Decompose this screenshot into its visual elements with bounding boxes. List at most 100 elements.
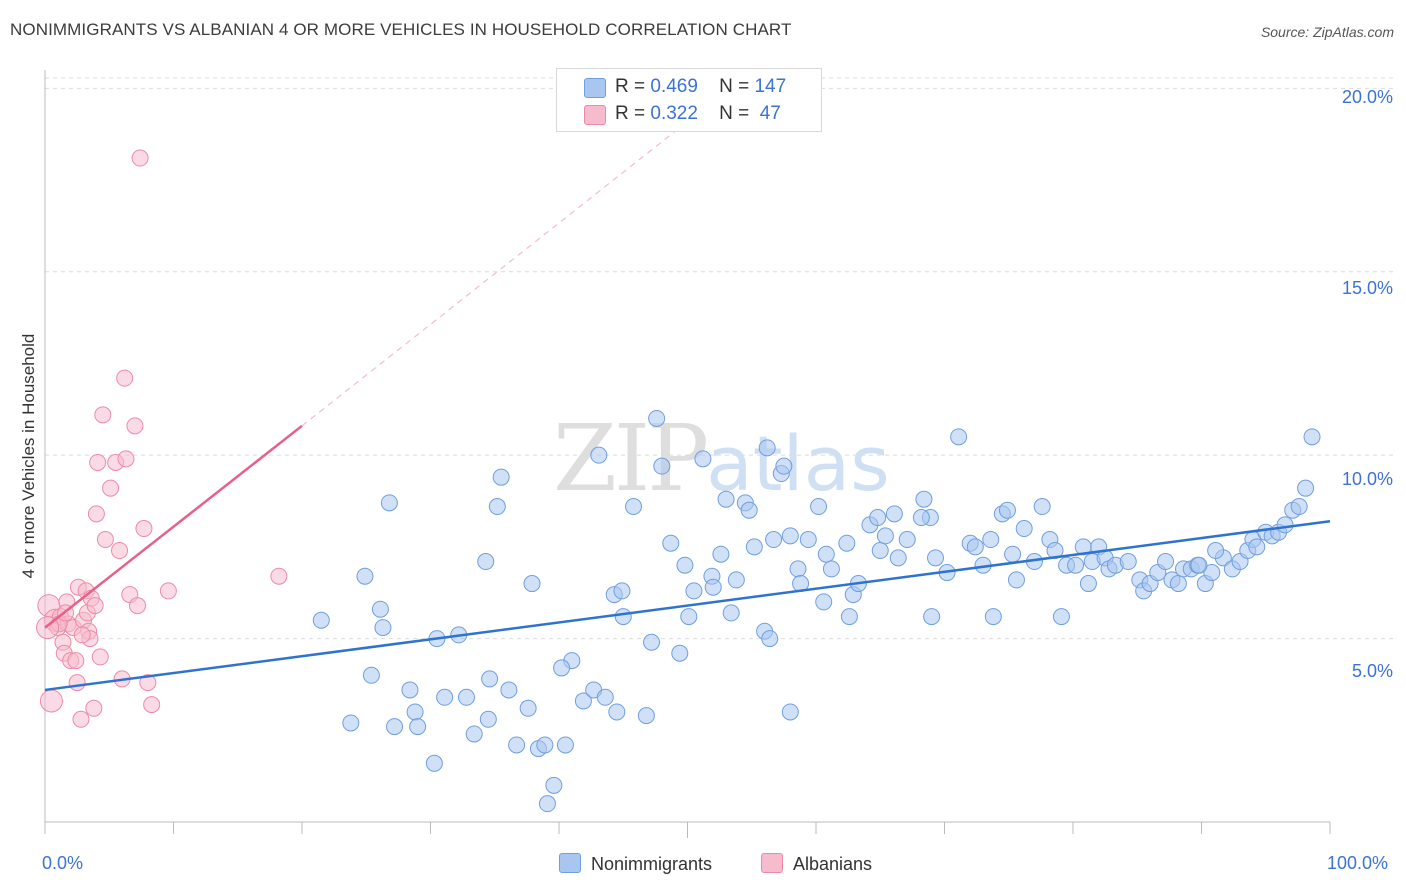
nonimmigrant-point xyxy=(822,560,840,578)
nonimmigrant-point xyxy=(523,575,541,593)
nonimmigrant-point xyxy=(781,527,799,545)
nonimmigrant-point xyxy=(745,538,763,556)
albanian-point xyxy=(135,520,153,538)
albanian-trendline xyxy=(44,424,303,629)
nonimmigrant-point xyxy=(1067,556,1085,574)
watermark: ZIPatlas xyxy=(553,405,890,512)
nonimmigrant-point xyxy=(871,542,889,560)
albanian-point xyxy=(111,542,129,560)
nonimmigrant-point xyxy=(927,549,945,567)
nonimmigrant-point xyxy=(613,582,631,600)
n-value: 147 xyxy=(754,76,787,97)
nonimmigrant-point xyxy=(758,439,776,457)
nonimmigrant-point xyxy=(1290,498,1308,516)
nonimmigrant-point xyxy=(406,703,424,721)
nonimmigrant-point xyxy=(1169,575,1187,593)
nonimmigrant-point xyxy=(590,446,608,464)
nonimmigrant-point xyxy=(876,527,894,545)
series-label: Nonimmigrants xyxy=(591,854,713,874)
nonimmigrant-point xyxy=(1015,520,1033,538)
nonimmigrant-point xyxy=(596,688,614,706)
series-label: Albanians xyxy=(793,854,873,874)
albanian-point xyxy=(143,696,161,714)
albanian-point xyxy=(126,417,144,435)
nonimmigrant-point xyxy=(653,457,671,475)
nonimmigrant-point xyxy=(1119,553,1137,571)
nonimmigrant-point xyxy=(457,688,475,706)
albanian-point xyxy=(102,479,120,497)
nonimmigrant-point xyxy=(740,501,758,519)
nonimmigrant-point xyxy=(1157,553,1175,571)
nonimmigrant-point xyxy=(425,754,443,772)
nonimmigrant-point xyxy=(671,644,689,662)
nonimmigrant-point xyxy=(950,428,968,446)
albanian-point xyxy=(89,454,107,472)
r-value: 0.469 xyxy=(650,76,698,97)
nonimmigrant-point xyxy=(898,531,916,549)
r-value: 0.322 xyxy=(650,103,698,124)
nonimmigrant-point xyxy=(481,670,499,688)
series-swatch-pink xyxy=(761,853,783,873)
nonimmigrant-point xyxy=(838,534,856,552)
nonimmigrant-point xyxy=(966,538,984,556)
nonimmigrant-point xyxy=(815,593,833,611)
nonimmigrant-point xyxy=(608,703,626,721)
nonimmigrant-point xyxy=(371,600,389,618)
nonimmigrant-point xyxy=(312,611,330,629)
albanian-point xyxy=(87,505,105,523)
nonimmigrant-point xyxy=(374,619,392,637)
albanian-point xyxy=(94,406,112,424)
nonimmigrant-point xyxy=(1007,571,1025,589)
nonimmigrant-point xyxy=(676,556,694,574)
correlation-legend: R = 0.469 N = 147 R = 0.322 N = 47 xyxy=(556,68,822,132)
nonimmigrant-point xyxy=(765,531,783,549)
n-value: 47 xyxy=(754,103,781,124)
nonimmigrant-point xyxy=(625,498,643,516)
nonimmigrant-point xyxy=(1052,608,1070,626)
nonimmigrant-point xyxy=(1303,428,1321,446)
nonimmigrant-point xyxy=(869,509,887,527)
nonimmigrant-point xyxy=(912,509,930,527)
albanian-point xyxy=(270,567,288,585)
chart-title: NONIMMIGRANTS VS ALBANIAN 4 OR MORE VEHI… xyxy=(10,20,792,39)
nonimmigrant-point xyxy=(1276,516,1294,534)
nonimmigrant-point xyxy=(717,490,735,508)
nonimmigrant-point xyxy=(840,608,858,626)
nonimmigrant-point xyxy=(380,494,398,512)
nonimmigrant-point xyxy=(810,498,828,516)
albanian-point xyxy=(68,674,86,692)
source-credit: Source: ZipAtlas.com xyxy=(1260,24,1394,40)
albanian-point xyxy=(67,652,85,670)
albanian-point xyxy=(131,149,149,167)
albanian-point xyxy=(116,369,134,387)
nonimmigrant-point xyxy=(1203,564,1221,582)
albanian-point xyxy=(85,699,103,717)
albanian-point xyxy=(73,626,91,644)
nonimmigrant-point xyxy=(1079,575,1097,593)
nonimmigrant-point xyxy=(1004,545,1022,563)
legend-text: R = 0.322 N = 47 xyxy=(615,103,781,124)
legend-swatch-blue xyxy=(584,78,606,98)
nonimmigrant-point xyxy=(704,578,722,596)
albanian-point xyxy=(96,531,114,549)
watermark-zip: ZIP xyxy=(553,405,709,512)
nonimmigrant-point xyxy=(998,501,1016,519)
series-swatch-blue xyxy=(559,853,581,873)
nonimmigrant-point xyxy=(889,549,907,567)
nonimmigrant-point xyxy=(508,736,526,754)
nonimmigrant-point xyxy=(915,490,933,508)
albanian-point xyxy=(139,674,157,692)
nonimmigrant-point xyxy=(536,736,554,754)
x-tick-label-min: 0.0% xyxy=(42,853,84,873)
nonimmigrant-point xyxy=(545,776,563,794)
nonimmigrant-point xyxy=(761,630,779,648)
nonimmigrant-point xyxy=(465,725,483,743)
nonimmigrant-point xyxy=(614,608,632,626)
albanian-point xyxy=(129,597,147,615)
nonimmigrant-point xyxy=(662,534,680,552)
nonimmigrant-point xyxy=(500,681,518,699)
nonimmigrant-point xyxy=(923,608,941,626)
legend-swatch-pink xyxy=(584,105,606,125)
nonimmigrant-point xyxy=(680,608,698,626)
